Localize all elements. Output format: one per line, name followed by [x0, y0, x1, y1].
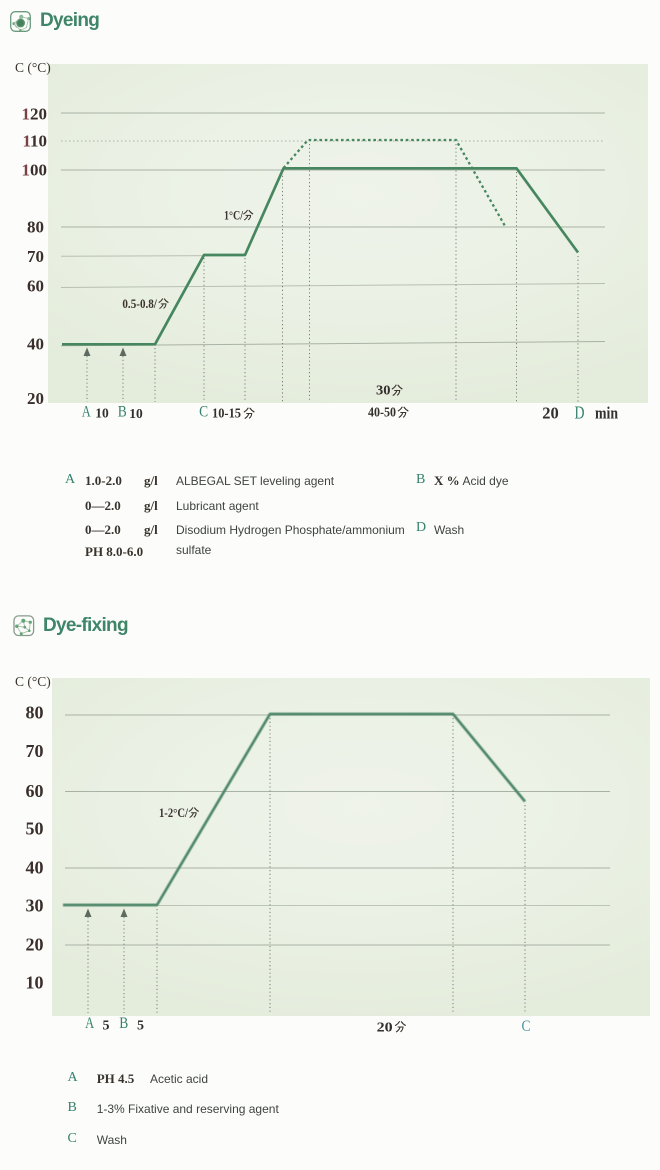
- svg-text:10: 10: [95, 406, 109, 421]
- svg-text:40: 40: [26, 858, 44, 878]
- svg-text:120: 120: [22, 105, 48, 124]
- svg-text:20: 20: [27, 389, 44, 408]
- svg-text:B: B: [118, 404, 127, 421]
- svg-text:min: min: [595, 404, 618, 423]
- svg-text:40: 40: [27, 335, 44, 354]
- svg-text:110: 110: [22, 132, 47, 151]
- svg-text:60: 60: [27, 277, 44, 296]
- svg-text:5: 5: [103, 1019, 110, 1034]
- svg-text:10: 10: [26, 973, 44, 993]
- svg-text:D: D: [575, 403, 585, 423]
- svg-text:B: B: [119, 1015, 128, 1032]
- svg-text:100: 100: [22, 161, 48, 180]
- svg-text:C (°C): C (°C): [15, 674, 51, 689]
- svg-text:0.5-0.8/: 0.5-0.8/: [122, 296, 157, 311]
- svg-text:10-15: 10-15: [212, 406, 241, 421]
- svg-text:20: 20: [542, 404, 559, 423]
- svg-text:40-50: 40-50: [368, 405, 396, 420]
- svg-text:60: 60: [26, 781, 44, 801]
- svg-text:30: 30: [376, 383, 391, 398]
- svg-text:A: A: [85, 1015, 94, 1032]
- svg-text:70: 70: [26, 741, 44, 761]
- svg-text:C: C: [522, 1018, 531, 1035]
- svg-text:1°C/: 1°C/: [224, 208, 243, 223]
- svg-text:50: 50: [26, 819, 44, 839]
- svg-text:80: 80: [26, 703, 44, 723]
- svg-text:5: 5: [137, 1019, 144, 1034]
- svg-text:20: 20: [26, 935, 44, 955]
- svg-text:1-2°C/: 1-2°C/: [159, 805, 188, 820]
- svg-text:A: A: [82, 404, 91, 421]
- svg-text:80: 80: [27, 218, 44, 237]
- svg-text:C: C: [199, 404, 208, 421]
- svg-text:20: 20: [377, 1021, 393, 1036]
- svg-text:10: 10: [129, 406, 143, 421]
- svg-text:C (°C): C (°C): [15, 60, 51, 75]
- svg-text:70: 70: [27, 247, 44, 266]
- svg-text:30: 30: [26, 896, 44, 916]
